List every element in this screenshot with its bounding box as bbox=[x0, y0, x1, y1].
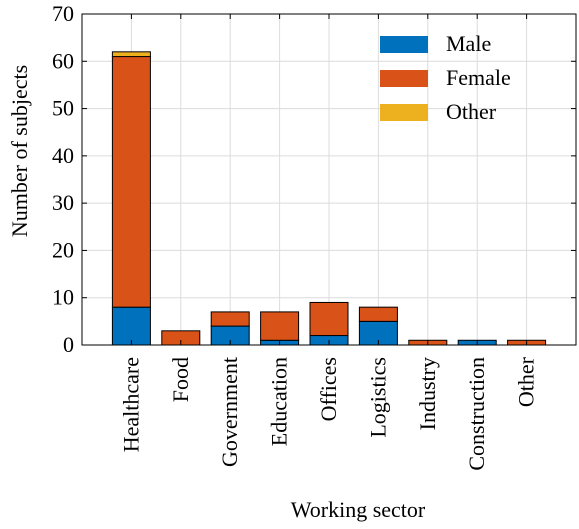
bars bbox=[111, 51, 547, 346]
bar-female-logistics bbox=[358, 306, 398, 322]
y-tick-label: 30 bbox=[52, 190, 74, 215]
y-tick-label: 10 bbox=[52, 285, 74, 310]
y-axis-ticks: 0 10 20 30 40 50 60 70 bbox=[52, 1, 576, 357]
bar-other-healthcare bbox=[111, 51, 151, 58]
legend: Male Female Other bbox=[380, 31, 511, 124]
bar-female-government bbox=[210, 311, 250, 327]
legend-swatch-other bbox=[380, 104, 428, 121]
grid-lines bbox=[82, 13, 576, 346]
x-tick-label: Other bbox=[514, 356, 539, 407]
legend-label-female: Female bbox=[446, 65, 511, 90]
legend-swatch-female bbox=[380, 70, 428, 87]
x-axis-ticks: Healthcare Food Government Education Offices… bbox=[118, 14, 539, 471]
legend-swatch-male bbox=[380, 36, 428, 53]
x-axis-label: Working sector bbox=[291, 497, 426, 522]
y-tick-label: 70 bbox=[52, 1, 74, 26]
y-tick-label: 40 bbox=[52, 143, 74, 168]
x-tick-label: Government bbox=[217, 357, 242, 467]
x-tick-label: Healthcare bbox=[118, 357, 143, 452]
legend-label-other: Other bbox=[446, 99, 497, 124]
y-axis-label: Number of subjects bbox=[7, 65, 32, 237]
y-tick-label: 60 bbox=[52, 48, 74, 73]
bar-female-offices bbox=[309, 301, 349, 337]
bar-female-education bbox=[260, 311, 300, 341]
x-tick-label: Industry bbox=[415, 357, 440, 430]
y-tick-label: 50 bbox=[52, 96, 74, 121]
y-tick-label: 0 bbox=[63, 332, 74, 357]
bar-female-healthcare bbox=[111, 56, 151, 308]
y-tick-label: 20 bbox=[52, 237, 74, 262]
x-tick-label: Food bbox=[168, 357, 193, 402]
x-tick-label: Education bbox=[267, 357, 292, 446]
x-tick-label: Construction bbox=[464, 357, 489, 471]
bar-male-healthcare bbox=[111, 306, 151, 346]
x-tick-label: Logistics bbox=[365, 357, 390, 438]
legend-label-male: Male bbox=[446, 31, 491, 56]
x-tick-label: Offices bbox=[316, 357, 341, 421]
